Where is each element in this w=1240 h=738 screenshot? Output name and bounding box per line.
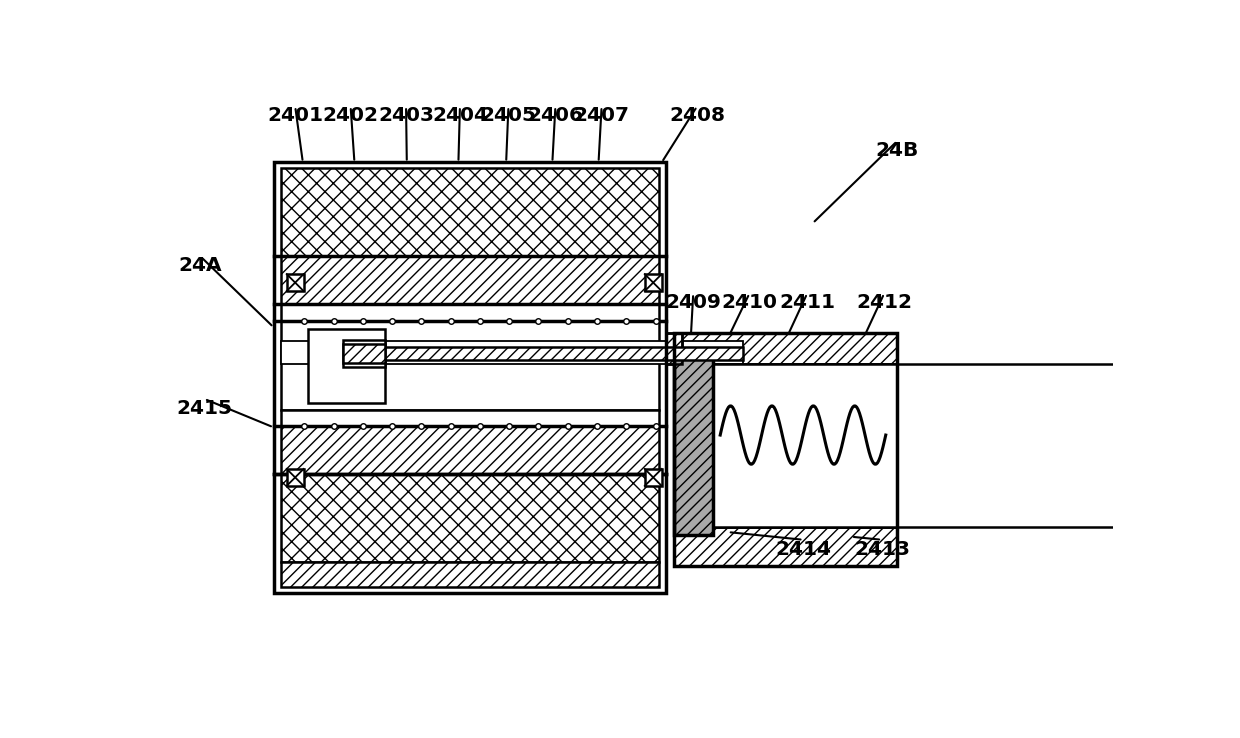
Bar [386, 347, 743, 359]
Bar [675, 356, 713, 535]
Text: 2411: 2411 [779, 293, 836, 312]
Bar [280, 321, 660, 410]
Text: 24B: 24B [875, 141, 919, 159]
Text: 2414: 2414 [775, 539, 831, 559]
Bar [343, 344, 386, 362]
Bar [666, 334, 682, 365]
Bar [675, 334, 898, 566]
Bar [645, 469, 662, 486]
Bar [675, 334, 898, 365]
Bar [666, 334, 682, 365]
Bar [280, 474, 660, 562]
Bar [675, 334, 898, 365]
Bar [286, 469, 304, 486]
Text: 2403: 2403 [378, 106, 434, 125]
Text: 2413: 2413 [854, 539, 910, 559]
Bar [675, 528, 898, 566]
Bar [274, 162, 666, 593]
Text: 2404: 2404 [432, 106, 487, 125]
Bar [280, 410, 660, 426]
Bar [280, 426, 660, 474]
Bar [675, 528, 898, 566]
Text: 2409: 2409 [666, 293, 722, 312]
Text: 2405: 2405 [480, 106, 537, 125]
Text: 24A: 24A [179, 256, 222, 275]
Text: 2401: 2401 [267, 106, 324, 125]
Bar [343, 339, 386, 368]
Bar [280, 341, 743, 365]
Bar [280, 256, 660, 304]
Text: 2402: 2402 [322, 106, 378, 125]
Text: 2410: 2410 [722, 293, 777, 312]
Text: 2415: 2415 [176, 399, 232, 418]
Bar [274, 162, 666, 593]
Text: 2406: 2406 [527, 106, 583, 125]
Text: 2412: 2412 [856, 293, 913, 312]
Bar [280, 562, 660, 587]
Bar [713, 365, 1240, 528]
Bar [286, 274, 304, 291]
Bar [309, 329, 386, 403]
Text: 2407: 2407 [574, 106, 630, 125]
Bar [645, 274, 662, 291]
Bar [280, 304, 660, 321]
Bar [675, 356, 713, 535]
Bar [280, 168, 660, 256]
Text: 2408: 2408 [670, 106, 725, 125]
Bar [675, 334, 898, 566]
